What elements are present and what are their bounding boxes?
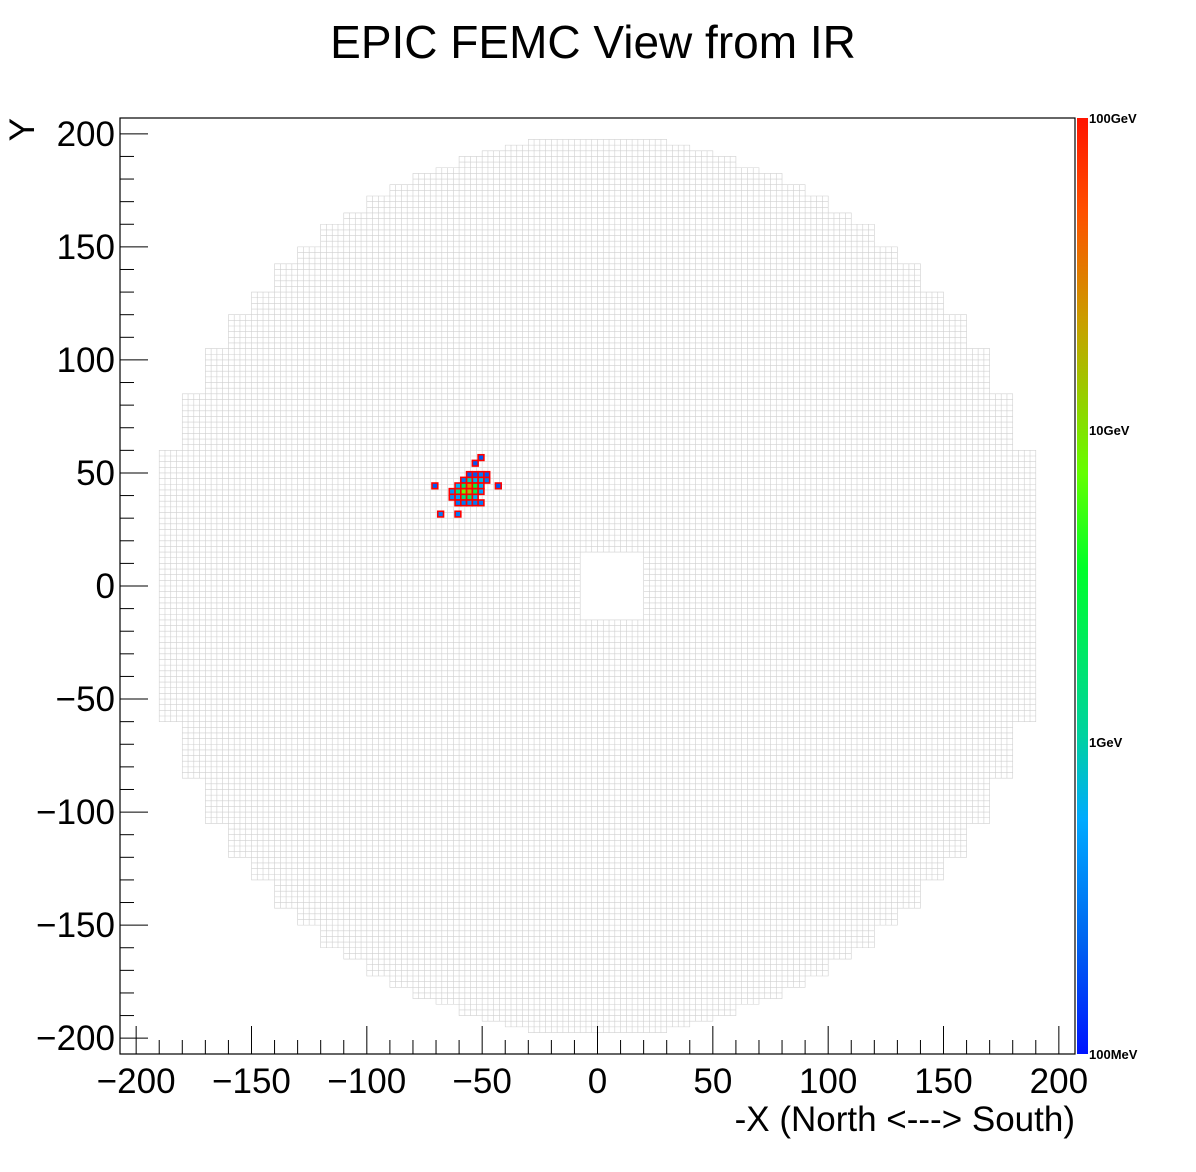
color-scale-label: 10GeV xyxy=(1089,423,1130,438)
color-scale-label: 100MeV xyxy=(1089,1047,1138,1062)
hit-cell xyxy=(460,487,468,496)
hit-cell xyxy=(465,487,474,496)
hit-cell xyxy=(477,470,485,479)
hit-cell xyxy=(454,499,462,507)
hit-cell xyxy=(465,499,474,507)
hit-cell xyxy=(454,493,462,501)
hit-cell xyxy=(471,476,479,484)
y-axis: 200 150 100 50 0 −50 −100 −150 −200 xyxy=(36,115,148,1058)
hit-cell xyxy=(477,453,485,462)
x-axis-label: -X (North <---> South) xyxy=(735,1100,1075,1139)
hit-cell xyxy=(465,476,474,484)
y-axis-label: Y xyxy=(3,118,42,141)
hit-cell xyxy=(454,482,462,490)
detector-cells xyxy=(158,139,1037,1033)
x-tick-label: 0 xyxy=(588,1062,607,1101)
y-tick-label: 50 xyxy=(76,454,115,493)
color-scale-bar xyxy=(1077,118,1088,1054)
hit-cell xyxy=(483,470,491,479)
hit-cell xyxy=(477,487,485,496)
hit-cell xyxy=(454,510,462,518)
y-tick-label: −100 xyxy=(36,793,115,832)
y-tick-label: −50 xyxy=(56,680,115,719)
hit-cell xyxy=(477,476,485,484)
color-scale-label: 1GeV xyxy=(1089,735,1123,750)
energy-hits xyxy=(431,453,502,518)
hit-cell xyxy=(477,482,485,490)
hit-cell xyxy=(471,487,479,496)
x-tick-label: −100 xyxy=(327,1062,406,1101)
hit-cell xyxy=(436,510,445,518)
hit-cell xyxy=(448,487,456,496)
hit-cell xyxy=(477,499,485,507)
y-tick-label: −200 xyxy=(36,1019,115,1058)
x-tick-label: 100 xyxy=(799,1062,857,1101)
hit-cell xyxy=(460,482,468,490)
y-tick-label: −150 xyxy=(36,906,115,945)
y-tick-label: 100 xyxy=(57,341,115,380)
hit-cell xyxy=(460,493,468,501)
hit-cell xyxy=(465,482,474,490)
x-axis: −200 −150 −100 −50 0 50 100 150 200 xyxy=(97,1026,1088,1101)
hit-cell xyxy=(431,482,439,490)
hit-cell xyxy=(454,487,462,496)
hit-cell xyxy=(471,493,479,501)
x-tick-label: −50 xyxy=(452,1062,511,1101)
hit-cell xyxy=(460,476,468,484)
color-scale-label: 100GeV xyxy=(1089,111,1137,126)
hit-cell xyxy=(471,470,479,479)
y-tick-label: 0 xyxy=(96,567,115,606)
y-tick-label: 200 xyxy=(57,115,115,154)
hit-cell xyxy=(448,493,456,501)
hit-cell xyxy=(471,459,479,467)
y-tick-label: 150 xyxy=(57,228,115,267)
color-scale-labels: 100GeV 10GeV 1GeV 100MeV xyxy=(1089,111,1138,1062)
hit-cell xyxy=(465,493,474,501)
x-tick-label: 50 xyxy=(693,1062,732,1101)
hit-cell xyxy=(471,482,479,490)
hit-cell xyxy=(483,476,491,484)
x-tick-label: 150 xyxy=(914,1062,972,1101)
hit-cell xyxy=(471,499,479,507)
hit-cell xyxy=(494,482,502,490)
x-tick-label: −200 xyxy=(97,1062,176,1101)
x-tick-label: 200 xyxy=(1030,1062,1088,1101)
hit-cell xyxy=(460,499,468,507)
hit-cell xyxy=(465,470,474,479)
chart-title: EPIC FEMC View from IR xyxy=(330,16,856,68)
x-tick-label: −150 xyxy=(212,1062,291,1101)
detector-cell-grid xyxy=(158,139,1037,1033)
